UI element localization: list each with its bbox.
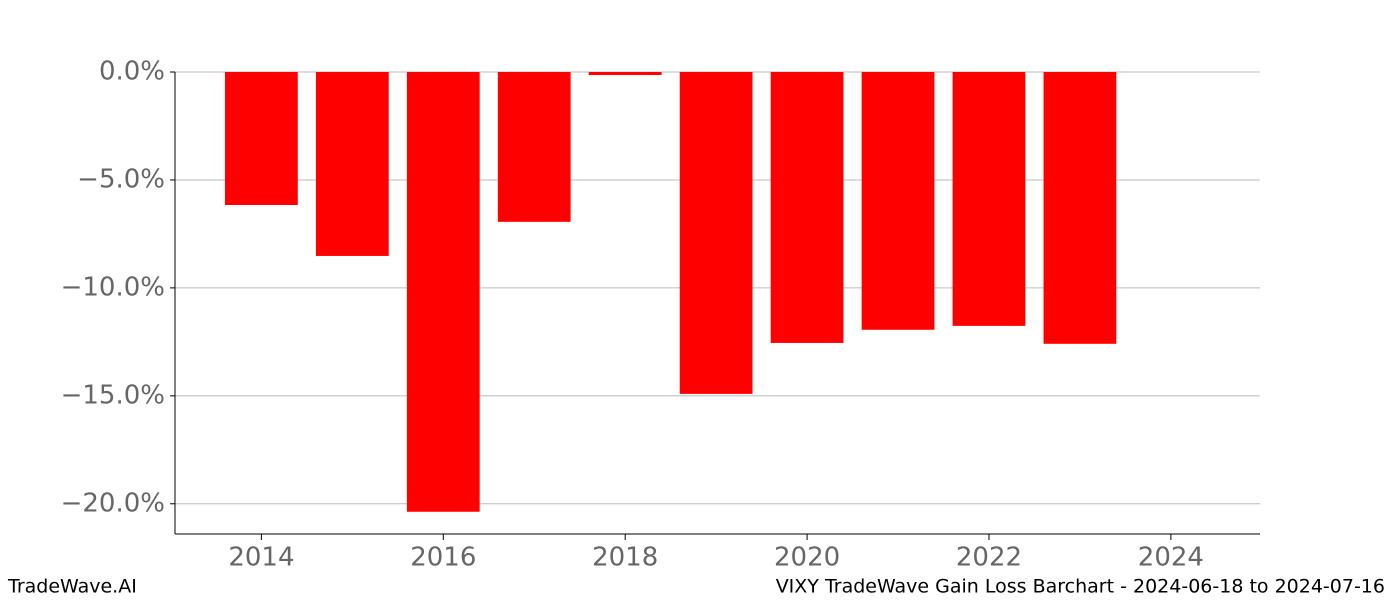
y-tick-label: 0.0%: [99, 57, 165, 87]
x-tick-label: 2018: [592, 543, 658, 573]
y-tick-label: −5.0%: [77, 164, 165, 194]
y-tick-label: −20.0%: [61, 488, 165, 518]
bar: [952, 72, 1026, 326]
x-tick-label: 2016: [410, 543, 476, 573]
bar: [679, 72, 753, 394]
y-tick-label: −15.0%: [61, 380, 165, 410]
bar: [588, 72, 662, 76]
y-tick-label: −10.0%: [61, 272, 165, 302]
bar: [406, 72, 480, 512]
x-tick-label: 2014: [228, 543, 294, 573]
bar: [225, 72, 298, 205]
x-tick-label: 2022: [956, 543, 1022, 573]
source-label: TradeWave.AI: [7, 576, 137, 598]
chart-title: VIXY TradeWave Gain Loss Barchart - 2024…: [776, 576, 1385, 598]
bar: [497, 72, 571, 222]
bar: [315, 72, 389, 256]
bar: [1043, 72, 1117, 344]
bar: [861, 72, 935, 330]
bar: [770, 72, 844, 343]
x-tick-label: 2024: [1138, 543, 1204, 573]
x-tick-label: 2020: [774, 543, 840, 573]
